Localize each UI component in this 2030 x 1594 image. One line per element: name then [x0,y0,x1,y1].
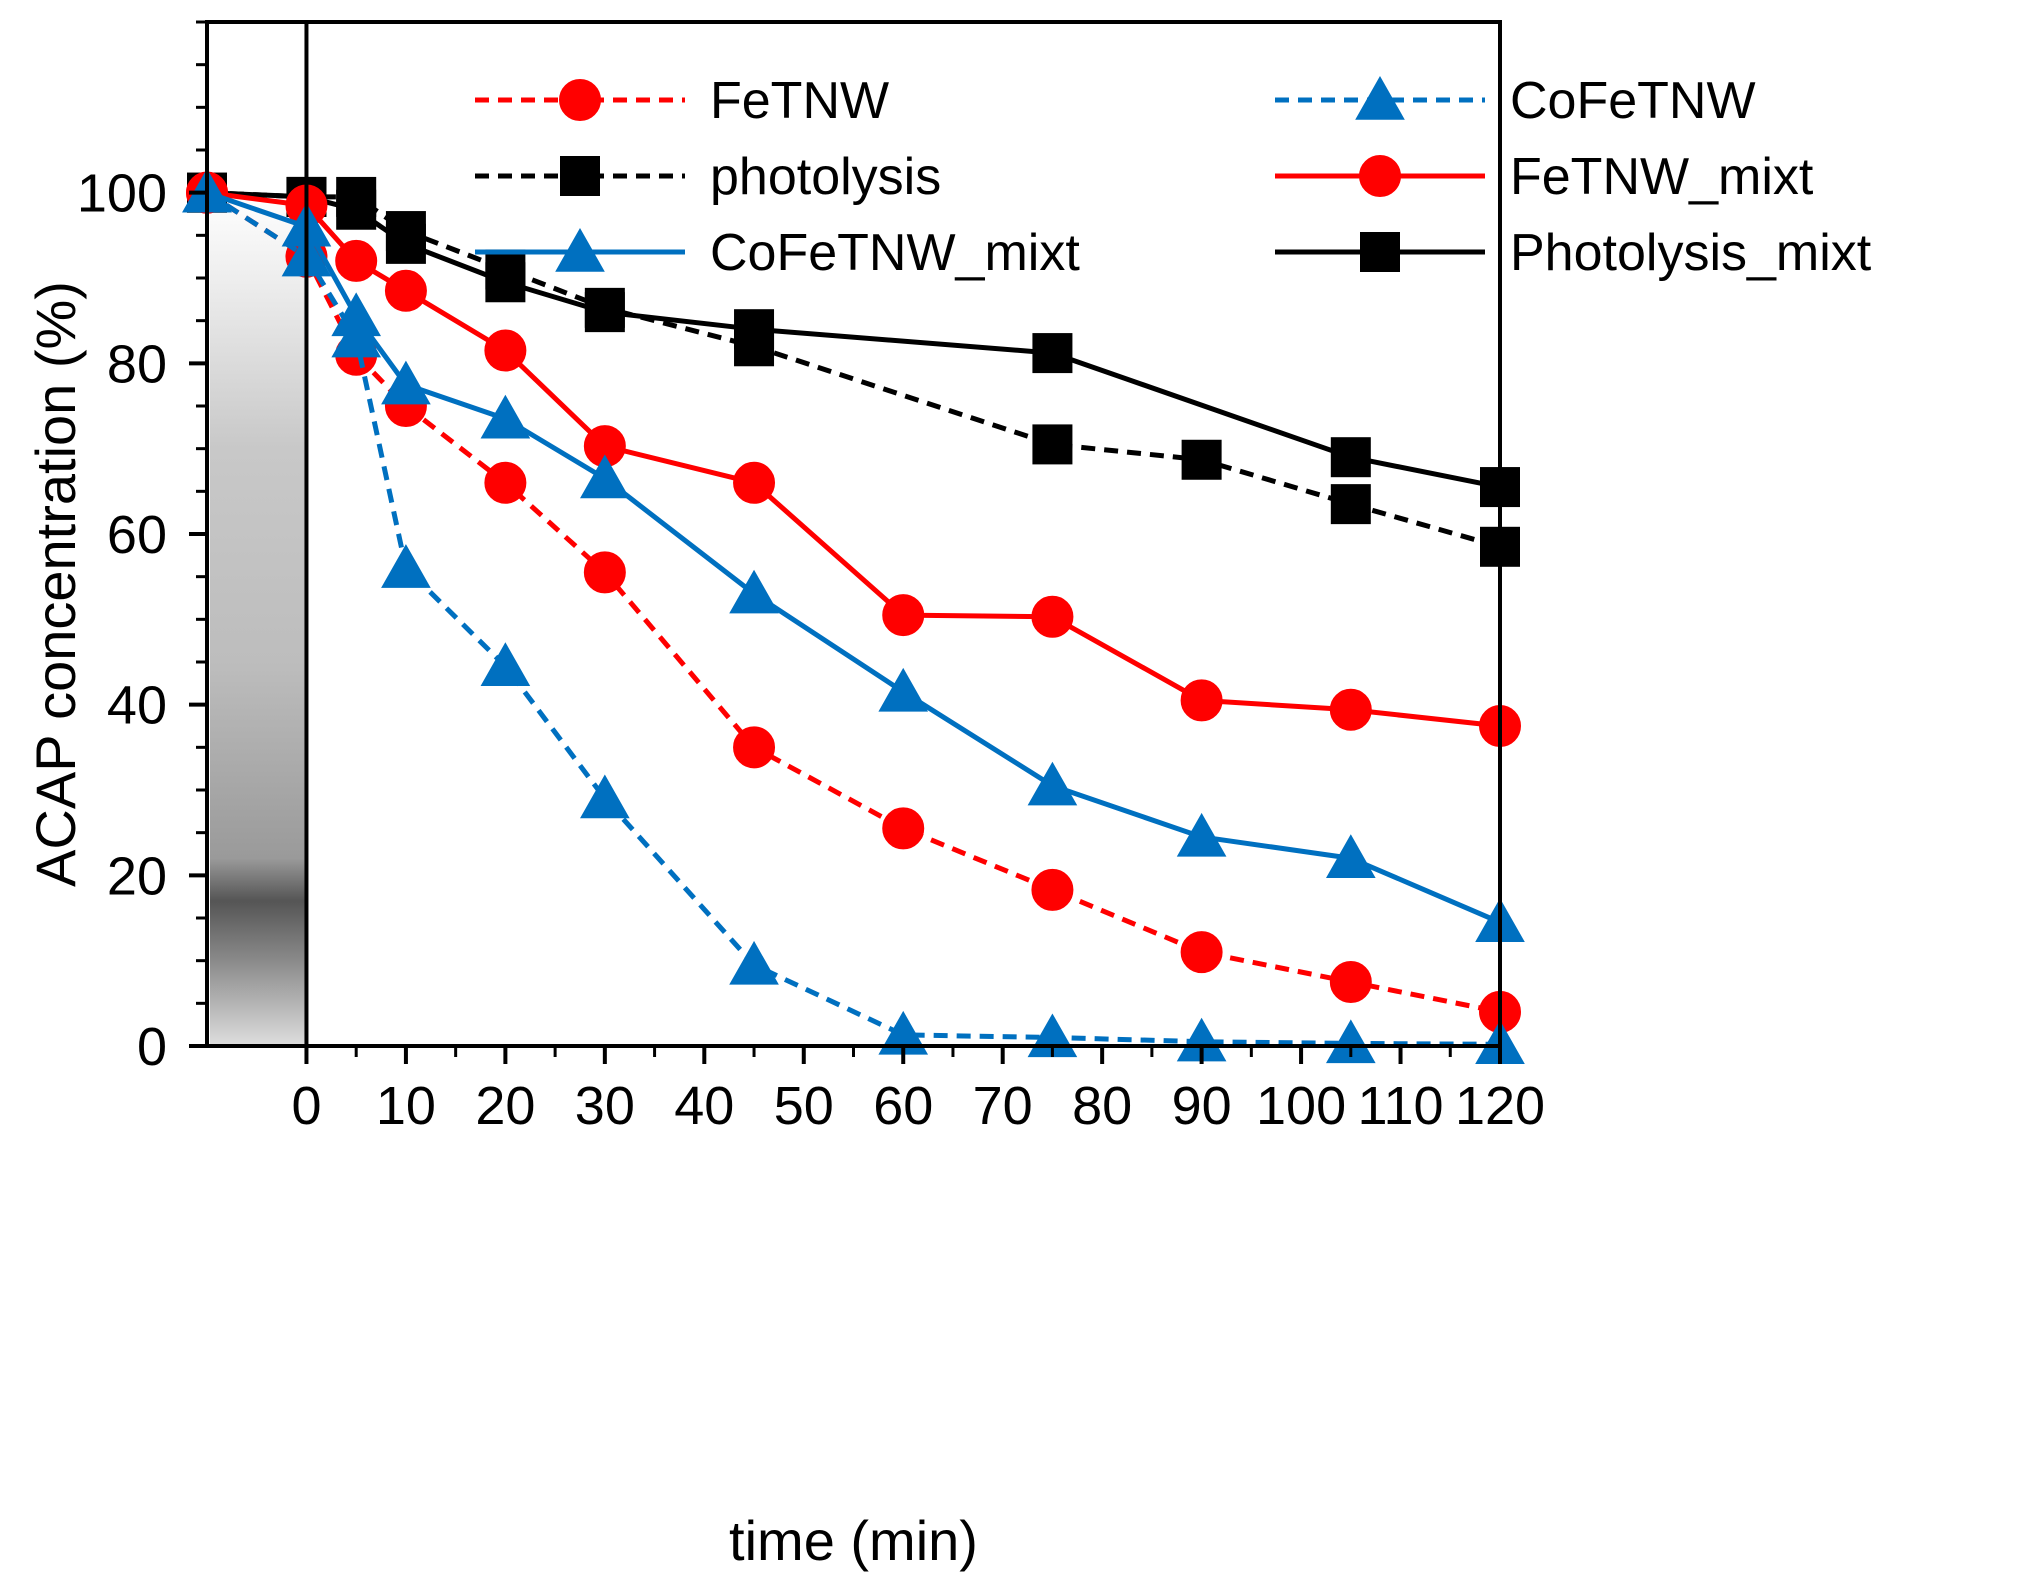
y-tick-label: 100 [77,164,167,224]
legend-entry: FeTNW_mixt [1275,148,1814,206]
data-point [1176,812,1227,857]
data-point [1027,761,1078,806]
data-point [882,807,925,850]
data-point [1181,439,1222,480]
data-point [1329,688,1372,731]
data-point [336,176,377,217]
x-tick-label: 100 [1256,1076,1346,1136]
data-point [1330,437,1371,478]
data-point [1329,961,1372,1003]
x-tick-label: 20 [475,1076,535,1136]
x-tick-label: 0 [291,1076,321,1136]
data-point [580,454,630,499]
legend-entry: FeTNW [475,72,889,130]
data-point [882,594,925,637]
x-tick-label: 70 [973,1076,1033,1136]
data-point [584,287,625,328]
x-tick-label: 10 [376,1076,436,1136]
x-tick-label: 60 [873,1076,933,1136]
legend-label: CoFeTNW [1510,72,1756,130]
series-CoFeTNW_mixt [182,168,1525,942]
data-point [1031,868,1074,911]
dark-adsorption-region [210,192,307,1046]
legend-marker [1360,232,1400,272]
data-point [1031,595,1074,638]
series-line [206,190,1501,490]
x-tick-label: 120 [1455,1076,1545,1136]
legend-label: photolysis [710,148,941,206]
series-line [205,190,1501,1015]
data-point [729,940,779,985]
data-point [385,211,426,252]
legend-entry: photolysis [475,148,941,206]
data-point [734,326,775,367]
data-point [480,394,531,439]
data-point [733,726,776,769]
x-tick-label: 40 [674,1076,734,1136]
series-CoFeTNW [182,168,1525,1064]
data-point [480,642,531,686]
x-tick-label: 30 [575,1076,635,1136]
data-point [381,360,431,405]
y-tick-label: 60 [107,505,167,565]
data-point [335,239,378,282]
data-point [1180,931,1223,974]
series-line [206,190,1501,925]
data-point [583,551,626,594]
data-point [1325,834,1376,878]
x-axis-title: time (min) [729,1509,978,1572]
legend-marker [559,79,601,121]
y-tick-label: 80 [107,334,167,394]
legend: FeTNW CoFeTNW photolysis FeTNW_mixt CoFeTNW_… [475,72,1872,282]
data-point [1330,484,1371,525]
x-tick-label: 80 [1072,1076,1132,1136]
series-FeTNW [186,171,1521,1033]
data-point [484,461,527,504]
data-point [1325,1019,1376,1064]
y-tick-label: 20 [107,846,167,906]
legend-entry: CoFeTNW_mixt [475,224,1080,282]
data-point [1032,424,1073,465]
legend-entry: Photolysis_mixt [1275,224,1872,282]
data-point [1032,333,1073,374]
legend-marker [1359,155,1401,197]
x-tick-label: 110 [1357,1076,1443,1136]
data-point [384,269,427,312]
legend-marker [1355,75,1405,120]
legend-entry: CoFeTNW [1275,72,1756,130]
data-point [485,249,526,290]
data-point [331,313,382,358]
y-tick-label: 40 [107,676,167,736]
legend-label: FeTNW_mixt [1510,148,1814,206]
legend-marker [555,227,605,272]
data-point [580,774,630,819]
data-point [381,544,431,588]
y-axis-title: ACAP concentration (%) [24,281,87,887]
series-line [205,190,1501,1047]
data-point [878,667,929,712]
legend-label: FeTNW [710,72,889,130]
series-layer [182,168,1525,1064]
legend-label: Photolysis_mixt [1510,224,1872,282]
legend-marker [560,156,600,196]
data-point [1180,679,1223,722]
data-point [729,569,779,614]
x-tick-label: 50 [774,1076,834,1136]
data-point [484,329,527,372]
legend-label: CoFeTNW_mixt [710,224,1080,282]
data-point [733,461,776,504]
x-tick-label: 90 [1172,1076,1232,1136]
y-tick-label: 0 [137,1017,167,1077]
